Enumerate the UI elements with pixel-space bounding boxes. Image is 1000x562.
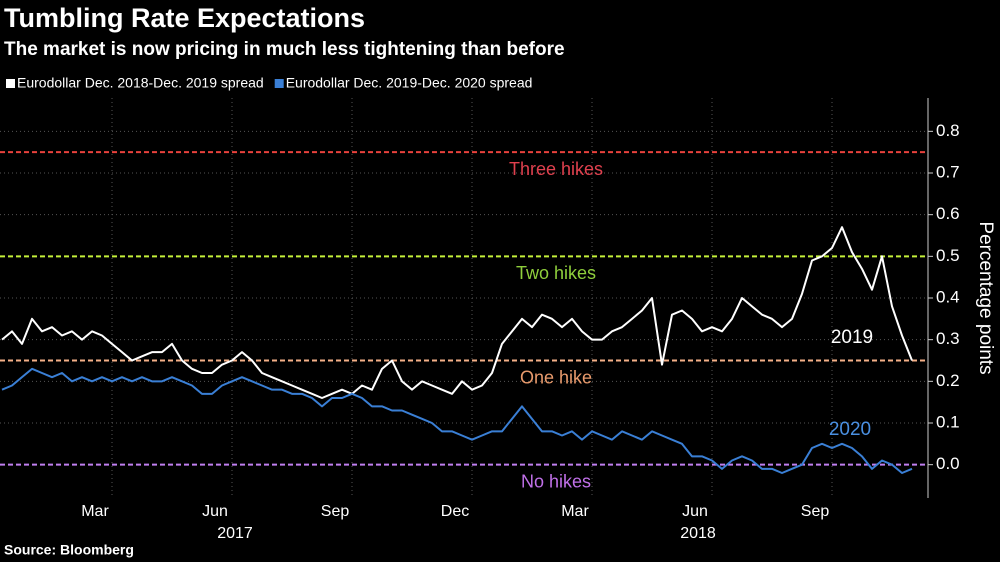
y-tick-label: 0.7 [936, 162, 960, 181]
y-tick-label: 0.4 [936, 287, 960, 306]
x-tick-label: Dec [441, 503, 469, 520]
series-line [1, 226, 913, 399]
reference-label: Two hikes [516, 263, 596, 283]
series-line [1, 367, 913, 474]
y-tick-label: 0.6 [936, 204, 960, 223]
reference-label: No hikes [521, 471, 591, 491]
y-axis-label: Percentage points [975, 221, 996, 374]
x-tick-label: Sep [321, 503, 350, 520]
legend-marker [274, 79, 284, 88]
year-label: 2018 [680, 525, 716, 542]
chart-subtitle: The market is now pricing in much less t… [4, 39, 565, 60]
x-tick-label: Jun [682, 503, 708, 520]
y-tick-label: 0.0 [936, 454, 960, 473]
legend-label: Eurodollar Dec. 2019-Dec. 2020 spread [286, 75, 533, 91]
chart-title: Tumbling Rate Expectations [4, 3, 365, 33]
reference-label: Three hikes [509, 159, 603, 179]
source: Source: Bloomberg [4, 542, 134, 558]
y-tick-label: 0.3 [936, 329, 960, 348]
x-tick-label: Sep [801, 503, 830, 520]
y-tick-label: 0.5 [936, 246, 960, 265]
reference-label: One hike [520, 367, 592, 387]
year-label: 2017 [217, 525, 253, 542]
annotation: 2019 [831, 327, 873, 348]
legend-label: Eurodollar Dec. 2018-Dec. 2019 spread [17, 75, 264, 91]
y-tick-label: 0.1 [936, 412, 960, 431]
x-tick-label: Mar [561, 503, 589, 520]
x-tick-label: Mar [81, 503, 109, 520]
legend-marker [6, 79, 15, 88]
x-tick-label: Jun [202, 503, 228, 520]
y-tick-label: 0.2 [936, 371, 960, 390]
annotation: 2020 [829, 419, 871, 440]
y-tick-label: 0.8 [936, 121, 960, 140]
